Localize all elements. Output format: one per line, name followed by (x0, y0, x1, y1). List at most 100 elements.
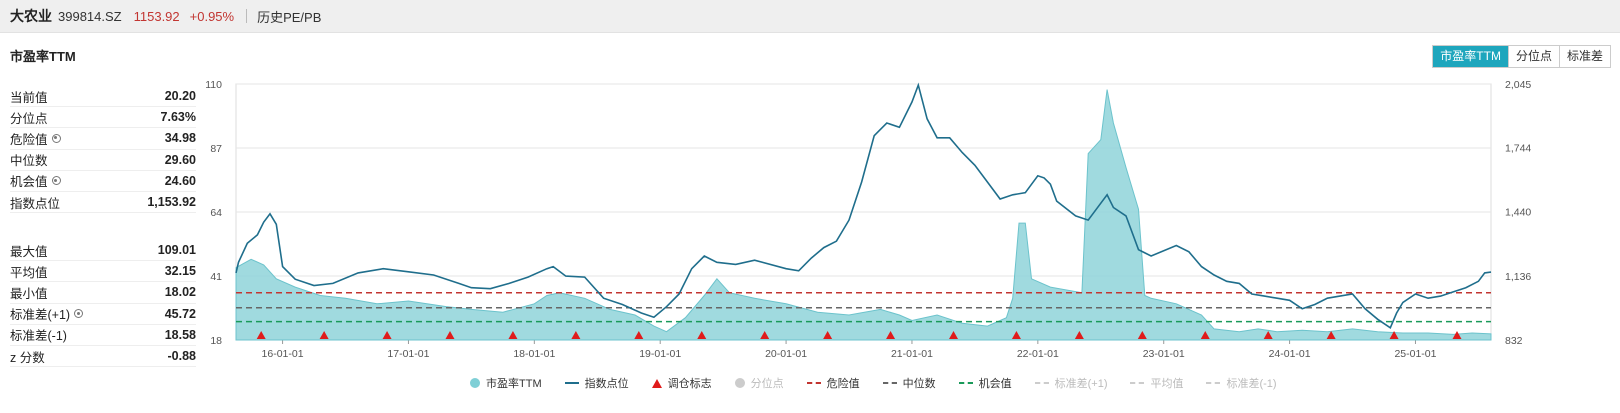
rebalance-marker (634, 331, 644, 339)
stat-label-text: 标准差(-1) (10, 329, 67, 344)
rebalance-marker (1074, 331, 1084, 339)
rebalance-marker (319, 331, 329, 339)
y-left-tick-label: 87 (210, 143, 222, 155)
rebalance-marker (571, 331, 581, 339)
legend-item[interactable]: 调仓标志 (651, 375, 712, 391)
stat-value: 1,153.92 (147, 195, 196, 210)
index-code: 399814.SZ (58, 8, 122, 24)
stat-label-text: 指数点位 (10, 196, 61, 211)
chart-title: 市盈率TTM (10, 49, 76, 64)
x-tick-label: 16-01-01 (262, 348, 304, 360)
stat-value: 45.72 (164, 306, 196, 321)
legend-dash-icon (806, 382, 821, 384)
stat-label-text: 最小值 (10, 286, 48, 301)
metric-tabs: 市盈率TTM 分位点 标准差 (1432, 45, 1611, 68)
stat-value: 24.60 (164, 173, 196, 188)
rebalance-marker (256, 331, 266, 339)
stat-value: 29.60 (164, 152, 196, 167)
stat-row: 标准差(+1) 45.72 (10, 304, 196, 325)
chart-legend: 市盈率TTM 指数点位 调仓标志 分位点 危险值 中位数 机会值 标准差(+1) 平均值 标准差(… (470, 375, 1300, 391)
stat-label-text: 最大值 (10, 244, 48, 259)
legend-item[interactable]: 标准差(-1) (1206, 375, 1277, 391)
y-left-tick-label: 18 (210, 335, 222, 347)
stat-label: 分位点 (10, 108, 48, 127)
stat-row: 当前值 20.20 (10, 86, 196, 108)
stat-label: 机会值 (10, 171, 61, 190)
stat-label-text: 危险值 (10, 132, 48, 147)
legend-label: 危险值 (826, 378, 860, 390)
stat-value: 18.58 (164, 327, 196, 342)
y-right-tick-label: 1,744 (1505, 143, 1531, 155)
legend-item[interactable]: 中位数 (882, 375, 936, 391)
y-right-tick-label: 1,440 (1505, 207, 1531, 219)
stat-label-text: z 分数 (10, 350, 45, 365)
x-tick-label: 17-01-01 (387, 348, 429, 360)
legend-label: 标准差(+1) (1054, 378, 1108, 390)
rebalance-marker (886, 331, 896, 339)
y-right-tick-label: 2,045 (1505, 79, 1531, 91)
stat-label: 标准差(+1) (10, 304, 84, 323)
rebalance-marker (508, 331, 518, 339)
stat-row: 中位数 29.60 (10, 150, 196, 171)
rebalance-marker (697, 331, 707, 339)
legend-dot-icon (470, 378, 480, 388)
tab-percentile[interactable]: 分位点 (1507, 46, 1559, 67)
x-tick-label: 25-01-01 (1394, 348, 1436, 360)
stat-row: 指数点位 1,153.92 (10, 192, 196, 214)
rebalance-marker (1200, 331, 1210, 339)
gear-icon[interactable] (51, 133, 61, 143)
gear-icon[interactable] (74, 309, 84, 319)
stat-label: 指数点位 (10, 193, 60, 212)
index-change: +0.95% (189, 8, 235, 24)
rebalance-marker (823, 331, 833, 339)
legend-item[interactable]: 市盈率TTM (470, 375, 542, 391)
stats-primary: 当前值 20.20 分位点 7.63% 危险值 34.98 中位数 29.60 机会值 24.60… (10, 86, 196, 214)
rebalance-marker (1326, 331, 1336, 339)
x-tick-label: 20-01-01 (765, 348, 807, 360)
stat-row: 最小值 18.02 (10, 282, 196, 304)
legend-item[interactable]: 平均值 (1130, 375, 1183, 391)
stat-label-text: 机会值 (10, 175, 48, 190)
stat-row: 机会值 24.60 (10, 171, 196, 192)
header-divider (246, 9, 248, 23)
legend-dash-icon (958, 382, 973, 384)
legend-label: 市盈率TTM (486, 378, 542, 390)
stat-label-text: 当前值 (10, 90, 48, 105)
legend-label: 中位数 (902, 378, 936, 390)
rebalance-marker (1452, 331, 1462, 339)
legend-dash-icon (1130, 382, 1145, 384)
x-tick-label: 21-01-01 (891, 348, 933, 360)
stat-label: 最大值 (10, 241, 48, 260)
stat-label-text: 中位数 (10, 154, 48, 169)
tab-pe-ttm[interactable]: 市盈率TTM (1433, 46, 1508, 67)
history-pe-pb-link[interactable]: 历史PE/PB (257, 9, 322, 25)
stat-row: 最大值 109.01 (10, 240, 196, 262)
legend-item[interactable]: 危险值 (806, 375, 860, 391)
legend-dash-icon (882, 382, 897, 384)
stat-row: 标准差(-1) 18.58 (10, 325, 196, 346)
stat-row: z 分数 -0.88 (10, 346, 196, 368)
stat-label: 中位数 (10, 150, 48, 169)
legend-item[interactable]: 分位点 (734, 375, 784, 391)
gear-icon[interactable] (51, 176, 61, 186)
stat-label: z 分数 (10, 347, 45, 366)
x-tick-label: 23-01-01 (1143, 348, 1185, 360)
x-tick-label: 22-01-01 (1017, 348, 1059, 360)
legend-label: 平均值 (1150, 378, 1184, 390)
stat-value: 109.01 (157, 243, 196, 258)
legend-item[interactable]: 标准差(+1) (1034, 375, 1108, 391)
legend-item[interactable]: 指数点位 (564, 375, 629, 391)
stock-header: 大农业 399814.SZ 1153.92 +0.95% 历史PE/PB (0, 0, 1620, 33)
stat-label-text: 平均值 (10, 265, 48, 280)
stat-row: 分位点 7.63% (10, 107, 196, 129)
y-right-tick-label: 1,136 (1505, 271, 1531, 283)
pe-chart: 110 87 64 41 18 2,045 1,744 1,440 1,136 832 16-01-… (205, 79, 1531, 360)
stat-label: 平均值 (10, 262, 48, 281)
stat-value: 34.98 (164, 131, 196, 146)
tab-std-dev[interactable]: 标准差 (1558, 46, 1610, 67)
legend-line-icon (564, 382, 579, 384)
x-tick-label: 19-01-01 (639, 348, 681, 360)
legend-item[interactable]: 机会值 (958, 375, 1012, 391)
rebalance-marker (1137, 331, 1147, 339)
stat-row: 危险值 34.98 (10, 128, 196, 150)
